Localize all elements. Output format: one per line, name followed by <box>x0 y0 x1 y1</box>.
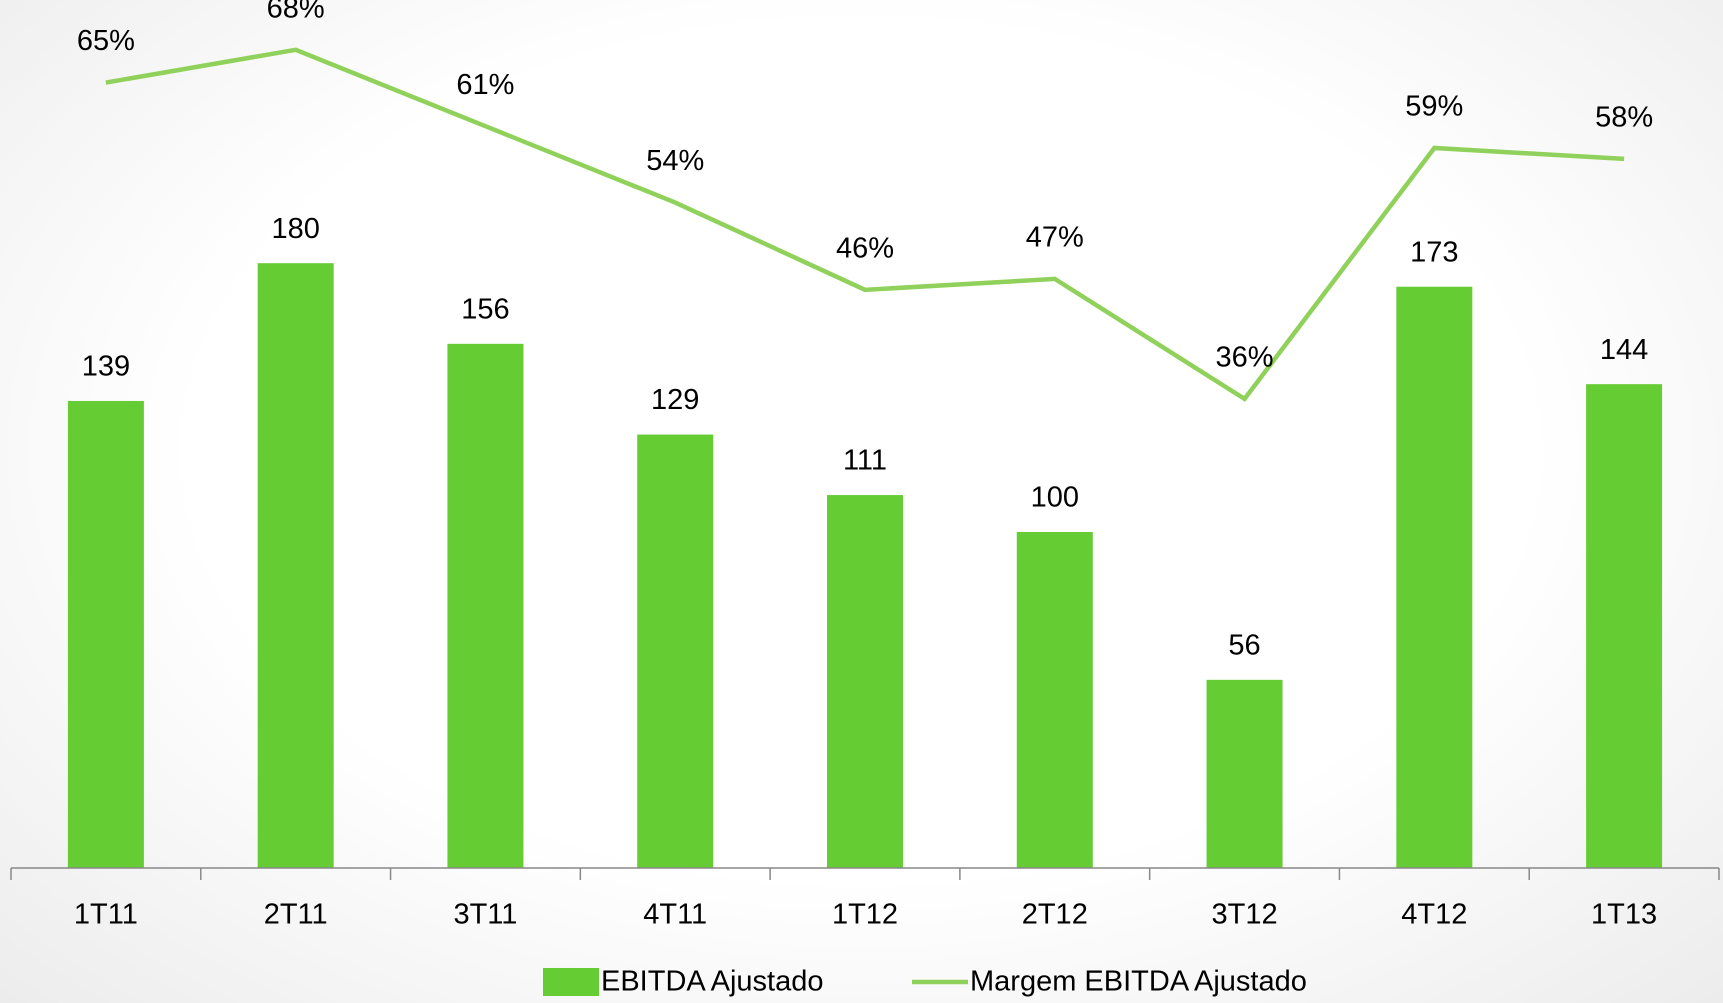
data-label: 156 <box>461 293 509 325</box>
x-tick-label: 1T12 <box>832 899 898 931</box>
x-tick-label: 1T13 <box>1591 899 1657 931</box>
x-tick-label: 3T12 <box>1212 899 1278 931</box>
data-label: 139 <box>82 351 130 383</box>
line <box>105 47 1625 402</box>
legend-label: EBITDA Ajustado <box>601 966 823 998</box>
data-label: 61% <box>456 69 514 101</box>
x-tick-label: 4T11 <box>643 899 707 931</box>
bar <box>1016 532 1093 868</box>
bar <box>1206 679 1283 868</box>
data-label: 56 <box>1228 629 1260 661</box>
data-label: 111 <box>843 445 887 477</box>
data-label: 144 <box>1600 334 1648 366</box>
data-label: 47% <box>1026 222 1084 254</box>
bar <box>1586 384 1663 868</box>
x-tick-label: 4T12 <box>1401 899 1467 931</box>
bar <box>447 343 524 869</box>
data-label: 173 <box>1410 236 1458 268</box>
data-label: 54% <box>646 145 704 177</box>
data-label: 65% <box>77 25 135 57</box>
data-label: 46% <box>836 232 894 264</box>
data-label: 58% <box>1595 102 1653 134</box>
bar <box>257 263 334 868</box>
x-tick-label: 2T11 <box>264 899 328 931</box>
legend-label: Margem EBITDA Ajustado <box>970 966 1307 998</box>
data-label: 68% <box>267 0 325 24</box>
data-label: 180 <box>271 213 319 245</box>
data-label: 129 <box>651 384 699 416</box>
data-label: 59% <box>1405 91 1463 123</box>
bar <box>827 495 903 868</box>
bar <box>67 400 144 868</box>
data-label: 36% <box>1216 342 1274 374</box>
x-tick-label: 2T12 <box>1022 899 1088 931</box>
x-tick-label: 3T11 <box>453 899 517 931</box>
bar <box>1396 286 1473 869</box>
x-tick-label: 1T11 <box>74 899 138 931</box>
bar <box>637 434 714 868</box>
data-label: 100 <box>1031 482 1079 514</box>
legend-swatch <box>543 968 599 996</box>
